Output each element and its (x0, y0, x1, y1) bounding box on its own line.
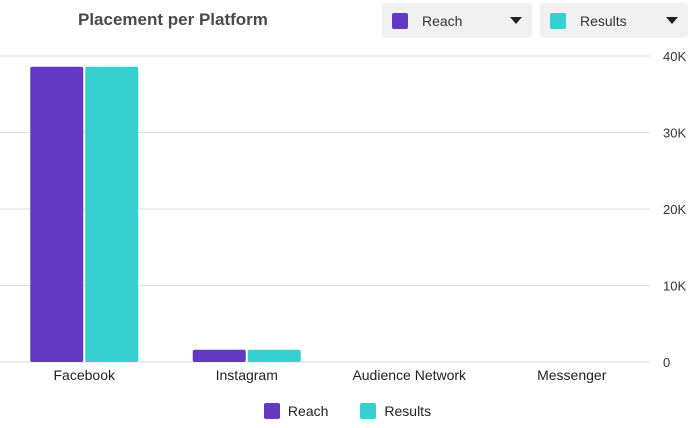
bar-results-instagram (247, 349, 301, 362)
dropdown-label: Reach (422, 12, 463, 29)
metric-dropdown-reach[interactable]: Reach (382, 3, 532, 38)
bar-results-facebook (85, 66, 139, 363)
bar-reach-instagram (192, 349, 246, 362)
legend-label: Results (384, 403, 432, 419)
x-category-label: Messenger (537, 367, 607, 383)
x-category-label: Audience Network (352, 367, 467, 383)
legend-swatch (360, 403, 377, 419)
legend-swatch (263, 403, 280, 419)
legend-item-results[interactable]: Results (360, 403, 431, 419)
legend-label: Reach (287, 403, 329, 419)
caret-down-icon (666, 17, 678, 24)
y-tick-label: 30K (663, 126, 686, 141)
metric-dropdown-results[interactable]: Results (540, 3, 688, 38)
reach-color-swatch (392, 12, 408, 29)
x-category-label: Facebook (54, 367, 116, 383)
y-tick-label: 10K (663, 279, 686, 294)
y-tick-label: 0 (663, 355, 670, 370)
bar-reach-facebook (30, 66, 84, 363)
y-tick-label: 40K (663, 49, 686, 64)
dropdown-label: Results (580, 12, 627, 29)
legend: Reach Results (0, 403, 695, 419)
x-category-label: Instagram (216, 367, 278, 383)
chart-title: Placement per Platform (78, 10, 268, 29)
y-tick-label: 20K (663, 202, 686, 217)
caret-down-icon (510, 17, 522, 24)
legend-item-reach[interactable]: Reach (263, 403, 329, 419)
bar-chart: 0 10K 20K 30K 40K Facebook Instagram Audience N… (0, 49, 686, 383)
results-color-swatch (550, 12, 566, 29)
